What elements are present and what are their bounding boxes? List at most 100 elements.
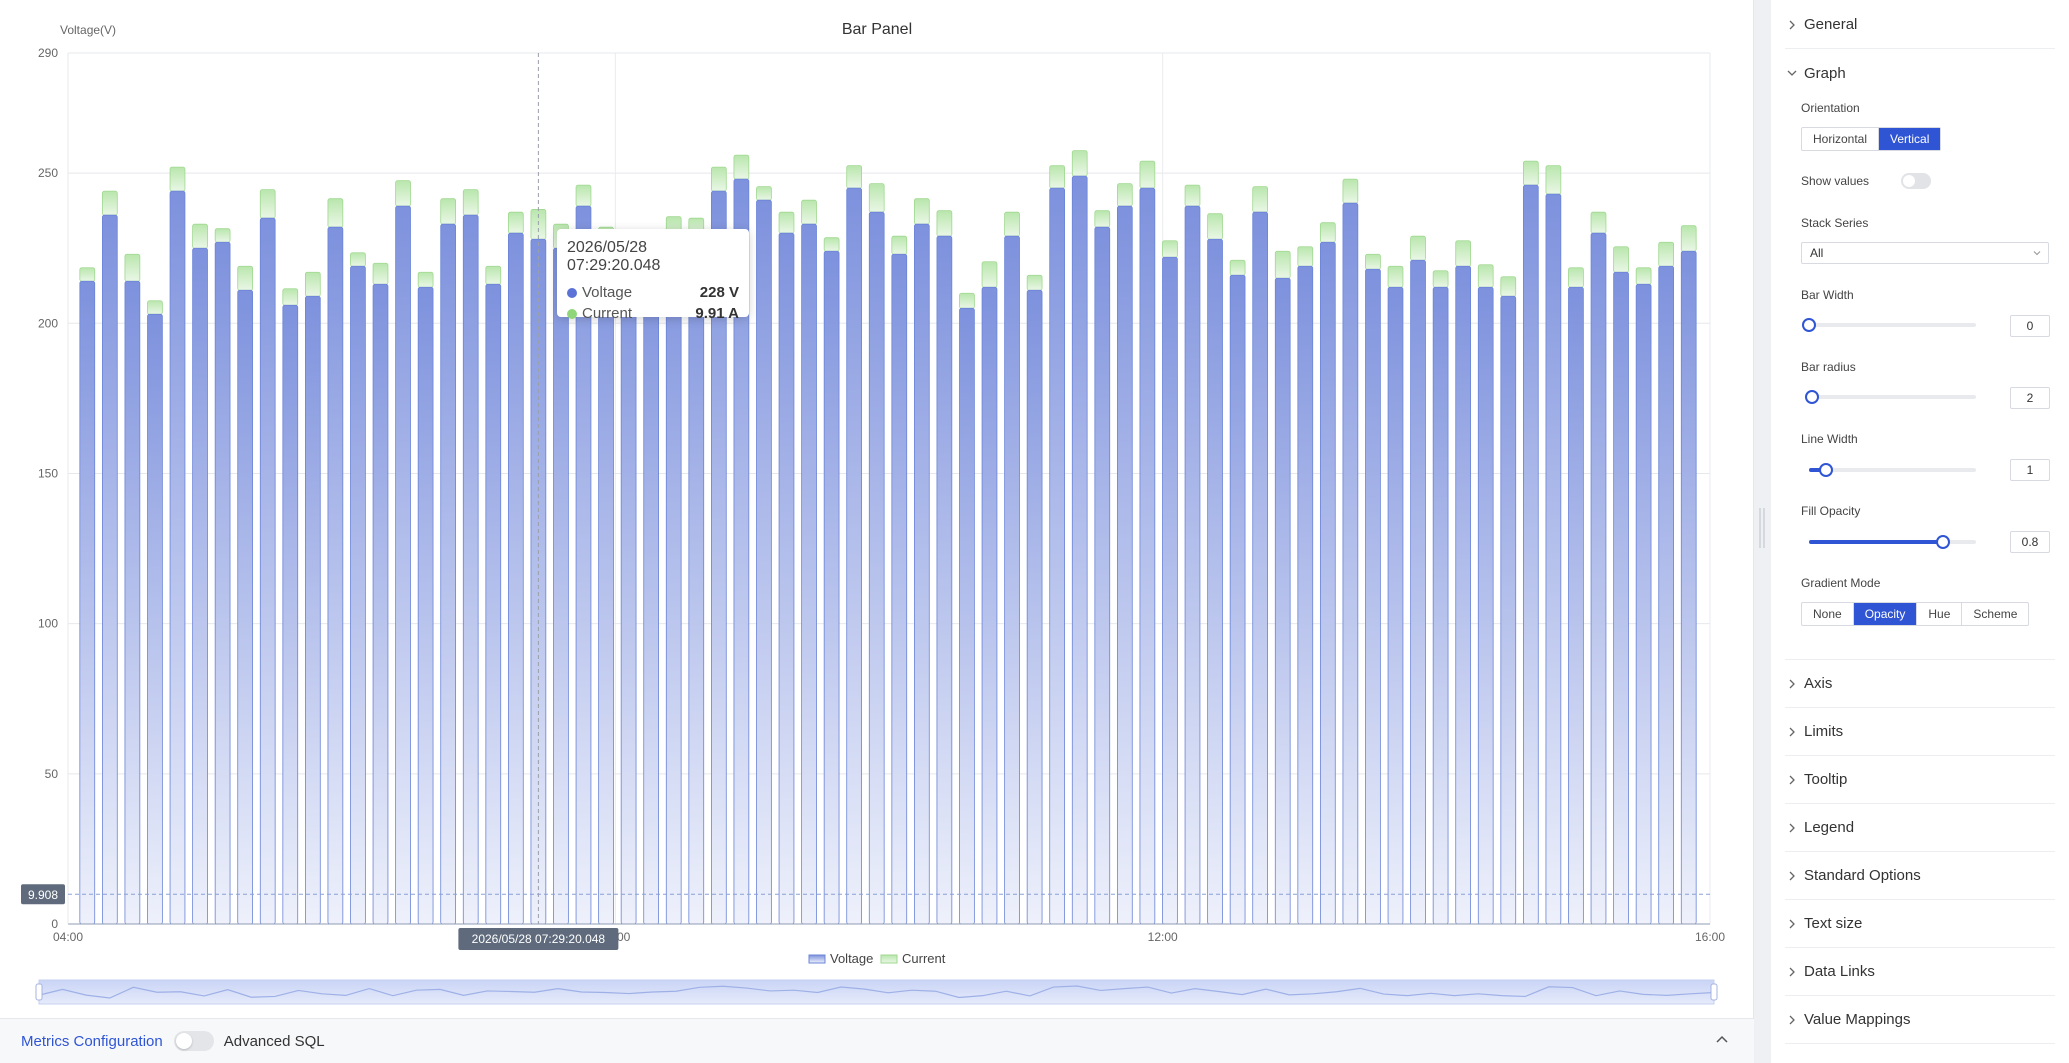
bar-current[interactable] — [1071, 150, 1088, 177]
bar-current[interactable] — [1162, 240, 1178, 258]
line-width-slider[interactable] — [1809, 463, 1976, 477]
bar-current[interactable] — [1658, 241, 1675, 267]
bar-voltage[interactable] — [147, 313, 163, 925]
bar-voltage[interactable] — [1139, 187, 1156, 925]
bar-current[interactable] — [1004, 211, 1020, 237]
bar-voltage[interactable] — [891, 253, 908, 925]
bar-voltage[interactable] — [372, 283, 389, 925]
bar-current[interactable] — [959, 292, 975, 309]
bar-voltage[interactable] — [1455, 265, 1472, 925]
gradient-none-button[interactable]: None — [1802, 603, 1854, 625]
section-limits[interactable]: Limits — [1785, 708, 2055, 756]
bar-voltage[interactable] — [507, 232, 524, 925]
orientation-vertical-button[interactable]: Vertical — [1879, 128, 1941, 150]
bar-current[interactable] — [733, 154, 750, 180]
bar-voltage[interactable] — [1162, 256, 1178, 925]
bar-chart[interactable]: Bar Panel Voltage(V) 0 50 100 150 200 250 290 0… — [0, 0, 1754, 1018]
section-data-links[interactable]: Data Links — [1785, 948, 2055, 996]
bar-voltage[interactable] — [417, 286, 434, 925]
fill-opacity-input[interactable]: 0.8 — [2010, 531, 2050, 553]
bar-voltage[interactable] — [1500, 295, 1517, 925]
bar-voltage[interactable] — [1522, 184, 1539, 925]
bar-current[interactable] — [1094, 210, 1111, 228]
bar-voltage[interactable] — [1071, 175, 1088, 925]
legend-label-current[interactable]: Current — [902, 951, 946, 966]
line-width-input[interactable]: 1 — [2010, 459, 2050, 481]
section-text-size[interactable]: Text size — [1785, 900, 2055, 948]
bar-width-input[interactable]: 0 — [2010, 315, 2050, 337]
bar-current[interactable] — [1522, 160, 1539, 186]
bar-current[interactable] — [778, 211, 795, 234]
bar-voltage[interactable] — [688, 235, 705, 925]
bar-voltage[interactable] — [959, 307, 975, 925]
bar-voltage[interactable] — [801, 223, 817, 925]
advanced-sql-toggle[interactable] — [173, 1031, 214, 1051]
panel-splitter[interactable] — [1759, 508, 1765, 548]
bar-voltage[interactable] — [1116, 205, 1133, 925]
show-values-switch[interactable] — [1901, 173, 1931, 189]
bar-voltage[interactable] — [868, 211, 885, 925]
bar-current[interactable] — [350, 252, 366, 267]
bar-voltage[interactable] — [214, 241, 231, 925]
bar-voltage[interactable] — [1342, 202, 1359, 925]
orientation-horizontal-button[interactable]: Horizontal — [1802, 128, 1880, 150]
bar-voltage[interactable] — [620, 250, 637, 925]
bar-current[interactable] — [1026, 274, 1043, 291]
bar-current[interactable] — [169, 166, 186, 192]
bar-voltage[interactable] — [101, 214, 118, 925]
bar-voltage[interactable] — [1229, 274, 1246, 925]
bar-radius-input[interactable]: 2 — [2010, 387, 2050, 409]
datazoom-handle-right[interactable] — [1710, 983, 1718, 1001]
datazoom-slider[interactable] — [35, 979, 1718, 1005]
bar-voltage[interactable] — [778, 232, 795, 925]
stack-series-select[interactable]: All — [1801, 242, 2049, 264]
bar-voltage[interactable] — [1387, 286, 1404, 925]
bar-current[interactable] — [1342, 178, 1359, 204]
legend-label-voltage[interactable]: Voltage — [830, 951, 873, 966]
section-legend[interactable]: Legend — [1785, 804, 2055, 852]
bar-voltage[interactable] — [553, 247, 569, 925]
legend-swatch-voltage[interactable] — [808, 954, 826, 964]
bar-current[interactable] — [1613, 246, 1629, 273]
bar-voltage[interactable] — [643, 262, 660, 925]
bar-voltage[interactable] — [395, 205, 411, 925]
bar-current[interactable] — [214, 228, 231, 243]
bar-current[interactable] — [1590, 211, 1607, 234]
slider-knob[interactable] — [1802, 318, 1816, 332]
bar-current[interactable] — [507, 211, 524, 234]
bar-voltage[interactable] — [846, 187, 863, 925]
gradient-hue-button[interactable]: Hue — [1917, 603, 1963, 625]
section-tooltip[interactable]: Tooltip — [1785, 756, 2055, 804]
bar-current[interactable] — [913, 198, 930, 225]
bar-current[interactable] — [1116, 183, 1133, 207]
section-value-mappings[interactable]: Value Mappings — [1785, 996, 2055, 1044]
bar-current[interactable] — [1455, 240, 1472, 267]
bar-voltage[interactable] — [79, 280, 96, 925]
bar-current[interactable] — [1252, 186, 1269, 213]
datazoom-handle-left[interactable] — [35, 983, 43, 1001]
slider-knob[interactable] — [1805, 390, 1820, 404]
bar-voltage[interactable] — [1658, 265, 1675, 925]
bar-voltage[interactable] — [1365, 268, 1381, 925]
bar-voltage[interactable] — [1635, 283, 1652, 925]
bar-voltage[interactable] — [1274, 277, 1291, 925]
slider-knob[interactable] — [1935, 535, 1950, 549]
bar-radius-slider[interactable] — [1805, 390, 1976, 404]
bar-current[interactable] — [304, 271, 321, 297]
bar-current[interactable] — [485, 265, 502, 285]
bar-voltage[interactable] — [462, 214, 479, 925]
bar-voltage[interactable] — [1680, 250, 1697, 925]
bar-voltage[interactable] — [237, 289, 254, 925]
bar-current[interactable] — [1635, 267, 1652, 285]
section-axis[interactable]: Axis — [1785, 660, 2055, 708]
chevron-up-icon[interactable] — [1715, 1032, 1729, 1046]
bar-voltage[interactable] — [1207, 238, 1223, 925]
bar-current[interactable] — [1049, 165, 1066, 189]
bar-current[interactable] — [846, 165, 863, 189]
bar-voltage[interactable] — [350, 265, 366, 925]
section-standard-options[interactable]: Standard Options — [1785, 852, 2055, 900]
bar-current[interactable] — [372, 262, 389, 285]
bar-voltage[interactable] — [282, 304, 299, 925]
bar-voltage[interactable] — [913, 223, 930, 925]
bar-current[interactable] — [259, 189, 276, 219]
